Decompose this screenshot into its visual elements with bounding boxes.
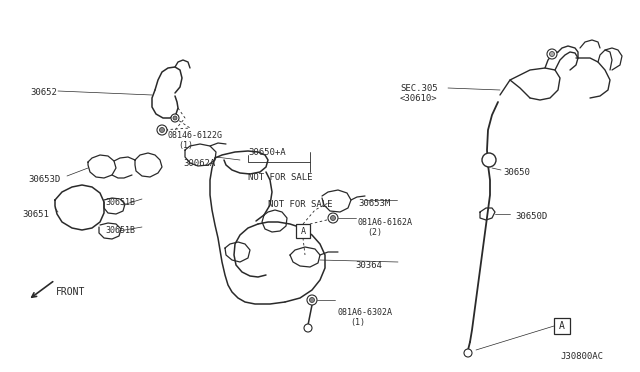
Text: 081A6-6162A: 081A6-6162A [358,218,413,227]
Text: (2): (2) [367,228,382,237]
Circle shape [173,116,177,120]
Text: 30650D: 30650D [515,212,547,221]
Circle shape [547,49,557,59]
Circle shape [550,51,554,57]
Text: J30800AC: J30800AC [560,352,603,361]
Circle shape [159,128,164,132]
Circle shape [304,324,312,332]
Text: <30610>: <30610> [400,94,438,103]
Text: 30652: 30652 [30,88,57,97]
Bar [296,224,310,238]
Text: (1): (1) [350,318,365,327]
Text: 30650+A: 30650+A [248,148,285,157]
Circle shape [157,125,167,135]
Circle shape [307,295,317,305]
Text: 08146-6122G: 08146-6122G [168,131,223,140]
Circle shape [464,349,472,357]
Circle shape [171,114,179,122]
Text: 30062A: 30062A [183,159,215,168]
Circle shape [328,213,338,223]
Text: A: A [559,321,565,331]
Text: NOT FOR SALE: NOT FOR SALE [248,173,312,182]
Text: NOT FOR SALE: NOT FOR SALE [268,200,333,209]
Circle shape [330,215,335,221]
Text: SEC.305: SEC.305 [400,84,438,93]
Text: A: A [301,227,305,235]
Text: 30653D: 30653D [28,175,60,184]
Text: 081A6-6302A: 081A6-6302A [337,308,392,317]
Text: 30650: 30650 [503,168,530,177]
Circle shape [310,298,314,302]
Text: 30651: 30651 [22,210,49,219]
Text: 30651B: 30651B [105,226,135,235]
Text: FRONT: FRONT [56,287,85,297]
Text: 30364: 30364 [355,261,382,270]
Text: 30653M: 30653M [358,199,390,208]
Bar [554,318,570,334]
Text: 30651B: 30651B [105,198,135,207]
Circle shape [482,153,496,167]
Text: (1): (1) [178,141,193,150]
